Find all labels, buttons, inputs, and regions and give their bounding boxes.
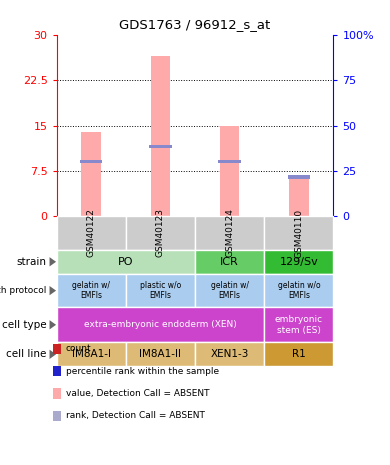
Text: gelatin w/
EMFls: gelatin w/ EMFls [211, 281, 248, 300]
Text: percentile rank within the sample: percentile rank within the sample [66, 366, 219, 376]
Text: 129/Sv: 129/Sv [280, 257, 318, 267]
Text: gelatin w/
EMFls: gelatin w/ EMFls [72, 281, 110, 300]
Text: growth protocol: growth protocol [0, 286, 47, 295]
Bar [289, 177, 308, 216]
Bar [151, 56, 170, 216]
Text: cell line: cell line [6, 349, 47, 359]
Text: count: count [66, 344, 92, 353]
Bar [80, 160, 102, 164]
Text: GSM40123: GSM40123 [156, 208, 165, 258]
Text: strain: strain [17, 257, 47, 267]
Bar [220, 126, 239, 216]
Text: ICR: ICR [220, 257, 239, 267]
Bar [149, 145, 172, 148]
Bar [288, 175, 310, 179]
Bar [82, 132, 101, 216]
Text: IM8A1-I: IM8A1-I [72, 349, 111, 359]
Text: extra-embryonic endoderm (XEN): extra-embryonic endoderm (XEN) [84, 320, 237, 329]
Text: R1: R1 [292, 349, 306, 359]
Text: embryonic
stem (ES): embryonic stem (ES) [275, 315, 323, 334]
Text: plastic w/o
EMFls: plastic w/o EMFls [140, 281, 181, 300]
Text: value, Detection Call = ABSENT: value, Detection Call = ABSENT [66, 389, 209, 398]
Text: PO: PO [118, 257, 133, 267]
Text: GSM40124: GSM40124 [225, 208, 234, 258]
Bar [218, 160, 241, 164]
Text: IM8A1-II: IM8A1-II [139, 349, 181, 359]
Text: GDS1763 / 96912_s_at: GDS1763 / 96912_s_at [119, 18, 271, 31]
Text: cell type: cell type [2, 320, 47, 330]
Text: XEN1-3: XEN1-3 [211, 349, 249, 359]
Text: GSM40110: GSM40110 [294, 208, 303, 258]
Text: GSM40122: GSM40122 [87, 208, 96, 258]
Text: rank, Detection Call = ABSENT: rank, Detection Call = ABSENT [66, 411, 205, 420]
Text: gelatin w/o
EMFls: gelatin w/o EMFls [278, 281, 320, 300]
